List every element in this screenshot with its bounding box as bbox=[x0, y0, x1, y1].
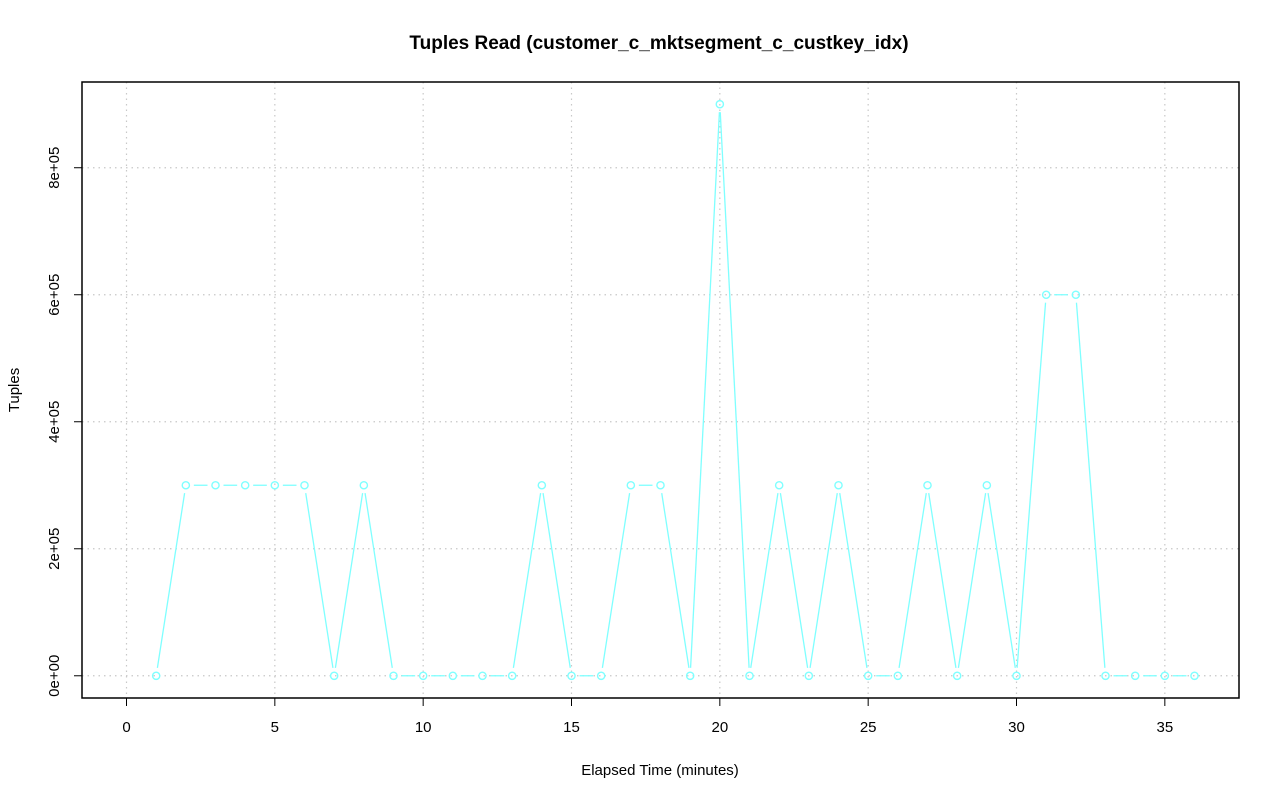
data-point bbox=[982, 480, 992, 490]
series-line-segment bbox=[156, 493, 186, 668]
data-point bbox=[389, 671, 398, 681]
x-tick-label: 30 bbox=[1008, 719, 1025, 736]
data-point bbox=[507, 671, 517, 681]
series-layer bbox=[151, 99, 1199, 681]
data-point bbox=[300, 480, 309, 490]
y-tick-label: 8e+05 bbox=[46, 147, 63, 189]
series-line-segment bbox=[779, 493, 809, 668]
data-point bbox=[418, 671, 428, 681]
plot-frame bbox=[81, 81, 1240, 699]
data-point bbox=[715, 99, 725, 109]
data-point bbox=[685, 671, 695, 681]
data-point bbox=[240, 480, 250, 490]
series-line-segment bbox=[305, 493, 334, 668]
series-line-segment bbox=[1075, 302, 1106, 668]
data-point bbox=[893, 671, 903, 681]
series-line-segment bbox=[542, 493, 571, 668]
data-point bbox=[270, 480, 280, 490]
data-point bbox=[537, 480, 547, 490]
data-point bbox=[1041, 290, 1051, 300]
x-axis: 0 5 10 15 20 25 30 35 bbox=[122, 698, 1173, 736]
data-point bbox=[804, 671, 814, 681]
data-point bbox=[656, 480, 665, 490]
series-line-segment bbox=[957, 493, 987, 668]
x-tick-label: 20 bbox=[711, 719, 728, 736]
data-point bbox=[151, 671, 161, 681]
data-point bbox=[1160, 671, 1170, 681]
x-tick-label: 5 bbox=[271, 719, 279, 736]
data-point bbox=[1071, 290, 1081, 300]
y-tick-label: 0e+00 bbox=[46, 655, 63, 697]
series-line-segment bbox=[839, 493, 868, 668]
series-line-segment bbox=[512, 493, 542, 668]
chart-title: Tuples Read (customer_c_mktsegment_c_cus… bbox=[409, 33, 908, 54]
data-point bbox=[923, 480, 932, 490]
x-tick-label: 0 bbox=[122, 719, 130, 736]
y-axis: 0e+00 2e+05 4e+05 6e+05 8e+05 bbox=[46, 147, 82, 697]
series-line-segment bbox=[719, 112, 750, 668]
data-point bbox=[596, 671, 606, 681]
data-point bbox=[626, 480, 636, 490]
data-point bbox=[863, 671, 873, 681]
x-tick-label: 35 bbox=[1156, 719, 1173, 736]
series-line-segment bbox=[601, 493, 631, 668]
series-line-segment bbox=[928, 493, 957, 668]
series-line-segment bbox=[750, 493, 779, 668]
x-axis-label: Elapsed Time (minutes) bbox=[581, 762, 739, 779]
grid bbox=[82, 82, 1239, 698]
y-axis-label: Tuples bbox=[6, 368, 23, 412]
data-point bbox=[211, 480, 220, 490]
data-point bbox=[329, 671, 339, 681]
data-point bbox=[1101, 671, 1110, 681]
data-point bbox=[448, 671, 458, 681]
y-tick-label: 6e+05 bbox=[46, 274, 63, 316]
series-line-segment bbox=[1016, 302, 1047, 668]
series-line-segment bbox=[809, 493, 838, 668]
series-line-segment bbox=[364, 493, 393, 668]
x-tick-label: 25 bbox=[860, 719, 877, 736]
y-tick-label: 2e+05 bbox=[46, 528, 63, 570]
series-line-segment bbox=[334, 493, 364, 668]
data-point bbox=[952, 671, 962, 681]
x-tick-label: 15 bbox=[563, 719, 580, 736]
data-point bbox=[1190, 671, 1199, 681]
data-point bbox=[745, 671, 754, 681]
series-line-segment bbox=[661, 493, 690, 668]
x-tick-label: 10 bbox=[415, 719, 432, 736]
data-point bbox=[567, 671, 576, 681]
series-0 bbox=[151, 99, 1199, 681]
y-tick-label: 4e+05 bbox=[46, 401, 63, 443]
series-line-segment bbox=[689, 112, 721, 668]
data-point bbox=[834, 480, 843, 490]
data-point bbox=[181, 480, 191, 490]
series-line-segment bbox=[987, 493, 1016, 668]
data-point bbox=[359, 480, 369, 490]
data-point bbox=[1012, 671, 1021, 681]
data-point bbox=[1130, 671, 1140, 681]
data-point bbox=[774, 480, 784, 490]
data-point bbox=[478, 671, 487, 681]
series-line-segment bbox=[898, 493, 927, 668]
